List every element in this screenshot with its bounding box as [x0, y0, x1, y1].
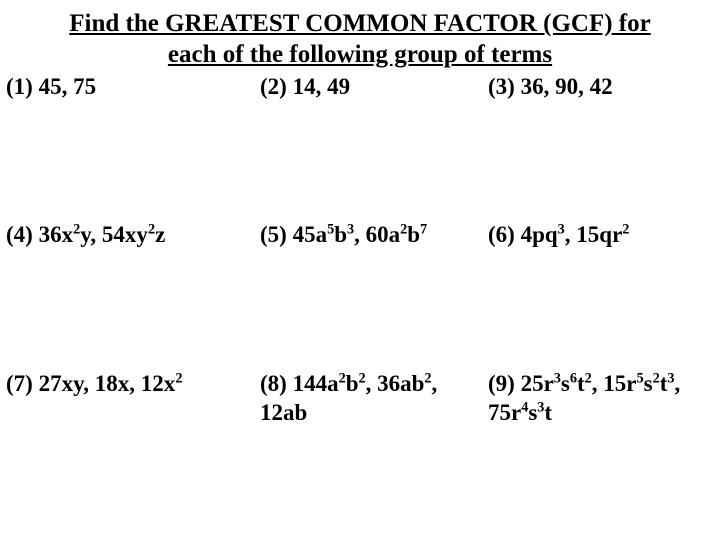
heading-line-1: Find the GREATEST COMMON FACTOR (GCF) fo… [69, 10, 650, 37]
problem-label: (2) [260, 74, 287, 99]
problem-8: (8) 144a2b2, 36ab2, 12ab [242, 370, 478, 428]
problem-label: (3) [488, 74, 515, 99]
problem-label: (4) [6, 222, 33, 247]
problem-body: 45, 75 [39, 74, 97, 99]
problem-label: (8) [260, 371, 287, 396]
problem-4: (4) 36x2y, 54xy2z [6, 221, 242, 250]
heading-line-2: each of the following group of terms [168, 41, 552, 68]
problem-body: 36x2y, 54xy2z [39, 222, 166, 247]
problem-body: 144a2b2, 36ab2, 12ab [260, 371, 437, 425]
problem-5: (5) 45a5b3, 60a2b7 [242, 221, 478, 250]
problem-label: (9) [488, 371, 515, 396]
problem-label: (6) [488, 222, 515, 247]
problem-6: (6) 4pq3, 15qr2 [478, 221, 714, 250]
problem-7: (7) 27xy, 18x, 12x2 [6, 370, 242, 428]
problem-body: 4pq3, 15qr2 [521, 222, 630, 247]
problem-body: 36, 90, 42 [521, 74, 613, 99]
problem-body: 45a5b3, 60a2b7 [293, 222, 428, 247]
problem-body: 27xy, 18x, 12x2 [39, 371, 183, 396]
problem-2: (2) 14, 49 [242, 73, 478, 102]
problem-1: (1) 45, 75 [6, 73, 242, 102]
problem-label: (5) [260, 222, 287, 247]
problem-3: (3) 36, 90, 42 [478, 73, 714, 102]
problem-body: 14, 49 [293, 74, 351, 99]
problem-label: (7) [6, 371, 33, 396]
worksheet-page: Find the GREATEST COMMON FACTOR (GCF) fo… [0, 0, 720, 540]
problem-body: 25r3s6t2, 15r5s2t3, 75r4s3t [488, 371, 680, 425]
problems-grid: (1) 45, 75 (2) 14, 49 (3) 36, 90, 42 (4)… [6, 73, 714, 428]
problem-9: (9) 25r3s6t2, 15r5s2t3, 75r4s3t [478, 370, 714, 428]
problem-label: (1) [6, 74, 33, 99]
worksheet-heading: Find the GREATEST COMMON FACTOR (GCF) fo… [6, 8, 714, 71]
